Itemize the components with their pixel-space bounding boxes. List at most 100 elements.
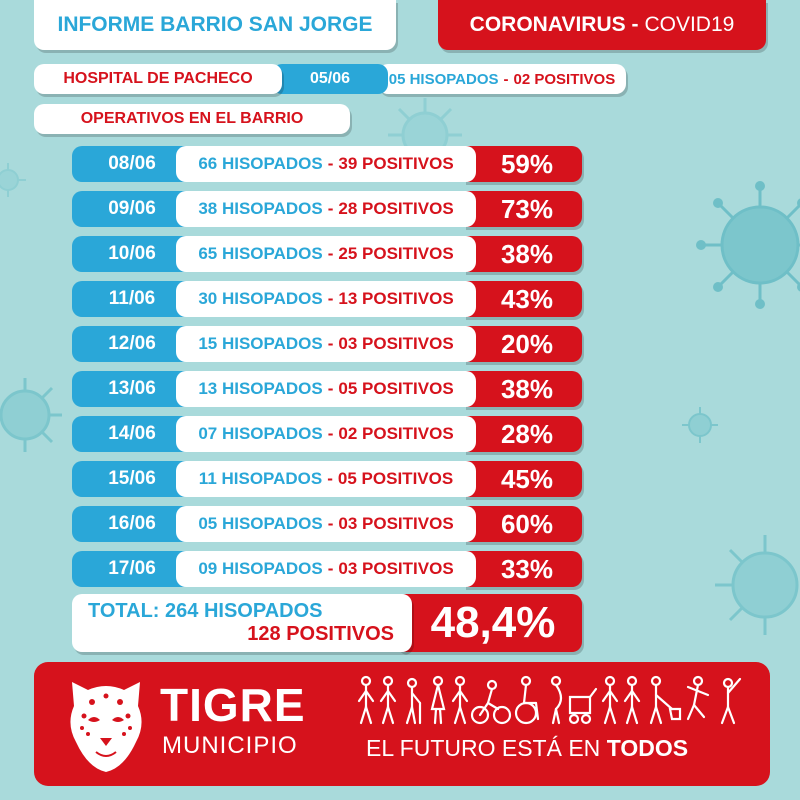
row-positivos: 02 POSITIVOS (338, 424, 454, 443)
row-detail: 13 HISOPADOS -05 POSITIVOS (176, 371, 476, 407)
covid-banner: CORONAVIRUS - COVID19 (438, 0, 766, 50)
row-sep: - (327, 199, 334, 218)
report-title: INFORME BARRIO SAN JORGE (34, 0, 396, 50)
table-row: 12/06 15 HISOPADOS -03 POSITIVOS 20% (72, 326, 582, 362)
table-row: 13/06 13 HISOPADOS -05 POSITIVOS 38% (72, 371, 582, 407)
virus-icon (696, 181, 800, 309)
row-detail: 30 HISOPADOS -13 POSITIVOS (176, 281, 476, 317)
row-date: 08/06 (72, 146, 192, 182)
row-hisopados: 15 HISOPADOS (198, 334, 323, 353)
row-detail: 38 HISOPADOS -28 POSITIVOS (176, 191, 476, 227)
row-detail: 11 HISOPADOS -05 POSITIVOS (176, 461, 476, 497)
row-hisopados: 66 HISOPADOS (198, 154, 323, 173)
row-positivos: 13 POSITIVOS (338, 289, 454, 308)
row-percentage: 33% (464, 551, 582, 587)
row-sep: - (327, 289, 334, 308)
footer-banner (34, 662, 770, 786)
people-icon (357, 675, 742, 725)
hospital-date: 05/06 (272, 64, 388, 94)
row-detail: 09 HISOPADOS -03 POSITIVOS (176, 551, 476, 587)
total-percentage: 48,4% (396, 594, 582, 652)
row-hisopados: 30 HISOPADOS (198, 289, 323, 308)
row-date: 17/06 (72, 551, 192, 587)
row-percentage: 38% (464, 371, 582, 407)
row-positivos: 28 POSITIVOS (338, 199, 454, 218)
row-sep: - (327, 154, 334, 173)
total-hisopados: 264 HISOPADOS (165, 600, 323, 622)
row-detail: 07 HISOPADOS -02 POSITIVOS (176, 416, 476, 452)
row-sep: - (327, 559, 334, 578)
row-hisopados: 38 HISOPADOS (198, 199, 323, 218)
row-percentage: 59% (464, 146, 582, 182)
row-positivos: 03 POSITIVOS (338, 559, 454, 578)
row-percentage: 60% (464, 506, 582, 542)
row-hisopados: 07 HISOPADOS (198, 424, 323, 443)
row-sep: - (327, 244, 334, 263)
section-title: OPERATIVOS EN EL BARRIO (34, 104, 350, 134)
row-date: 16/06 (72, 506, 192, 542)
virus-icon (0, 378, 62, 452)
row-date: 10/06 (72, 236, 192, 272)
row-positivos: 03 POSITIVOS (338, 334, 454, 353)
row-date: 13/06 (72, 371, 192, 407)
row-percentage: 73% (464, 191, 582, 227)
row-percentage: 28% (464, 416, 582, 452)
row-percentage: 20% (464, 326, 582, 362)
slogan-bold: TODOS (606, 735, 689, 761)
table-row: 14/06 07 HISOPADOS -02 POSITIVOS 28% (72, 416, 582, 452)
slogan: EL FUTURO ESTÁ EN TODOS (366, 735, 688, 762)
covid-banner-bold: CORONAVIRUS - (469, 13, 639, 36)
row-sep: - (327, 424, 334, 443)
municipality-name: TIGRE (160, 679, 306, 731)
table-row: 16/06 05 HISOPADOS -03 POSITIVOS 60% (72, 506, 582, 542)
row-positivos: 03 POSITIVOS (338, 514, 454, 533)
row-detail: 65 HISOPADOS -25 POSITIVOS (176, 236, 476, 272)
row-percentage: 43% (464, 281, 582, 317)
jaguar-logo-icon (70, 682, 142, 772)
table-row: 15/06 11 HISOPADOS -05 POSITIVOS 45% (72, 461, 582, 497)
row-hisopados: 13 HISOPADOS (198, 379, 323, 398)
row-positivos: 39 POSITIVOS (338, 154, 454, 173)
hospital-detail: 05 HISOPADOS - 02 POSITIVOS (378, 64, 626, 94)
row-date: 14/06 (72, 416, 192, 452)
table-row: 10/06 65 HISOPADOS -25 POSITIVOS 38% (72, 236, 582, 272)
table-row: 17/06 09 HISOPADOS -03 POSITIVOS 33% (72, 551, 582, 587)
row-date: 15/06 (72, 461, 192, 497)
row-hisopados: 11 HISOPADOS (198, 469, 323, 488)
row-percentage: 45% (464, 461, 582, 497)
hospital-row: HOSPITAL DE PACHECO 05/06 05 HISOPADOS -… (34, 64, 626, 94)
table-row: 11/06 30 HISOPADOS -13 POSITIVOS 43% (72, 281, 582, 317)
row-positivos: 25 POSITIVOS (338, 244, 454, 263)
hospital-positivos: 02 POSITIVOS (513, 70, 616, 88)
table-row: 09/06 38 HISOPADOS -28 POSITIVOS 73% (72, 191, 582, 227)
covid-banner-rest: COVID19 (644, 13, 735, 36)
row-positivos: 05 POSITIVOS (338, 379, 454, 398)
row-date: 12/06 (72, 326, 192, 362)
municipality-sub: MUNICIPIO (162, 732, 298, 759)
row-detail: 05 HISOPADOS -03 POSITIVOS (176, 506, 476, 542)
hospital-hisopados: 05 HISOPADOS (388, 70, 499, 88)
row-date: 11/06 (72, 281, 192, 317)
row-hisopados: 65 HISOPADOS (198, 244, 323, 263)
row-detail: 15 HISOPADOS -03 POSITIVOS (176, 326, 476, 362)
row-sep: - (327, 514, 334, 533)
row-positivos: 05 POSITIVOS (337, 469, 454, 488)
slogan-regular: EL FUTURO ESTÁ EN (366, 735, 601, 761)
row-hisopados: 05 HISOPADOS (198, 514, 323, 533)
total-summary: TOTAL: 264 HISOPADOS 128 POSITIVOS (72, 594, 412, 652)
total-line-1: TOTAL: 264 HISOPADOS (88, 600, 412, 623)
row-detail: 66 HISOPADOS -39 POSITIVOS (176, 146, 476, 182)
total-label: TOTAL: (88, 600, 160, 622)
virus-icon (682, 407, 718, 443)
row-percentage: 38% (464, 236, 582, 272)
row-hisopados: 09 HISOPADOS (198, 559, 323, 578)
virus-icon (0, 163, 26, 197)
total-positivos: 128 POSITIVOS (247, 623, 394, 645)
hospital-sep: - (503, 70, 509, 88)
table-row: 08/06 66 HISOPADOS -39 POSITIVOS 59% (72, 146, 582, 182)
row-date: 09/06 (72, 191, 192, 227)
virus-icon (715, 535, 799, 635)
hospital-name: HOSPITAL DE PACHECO (34, 64, 282, 94)
row-sep: - (327, 469, 333, 488)
row-sep: - (327, 334, 334, 353)
